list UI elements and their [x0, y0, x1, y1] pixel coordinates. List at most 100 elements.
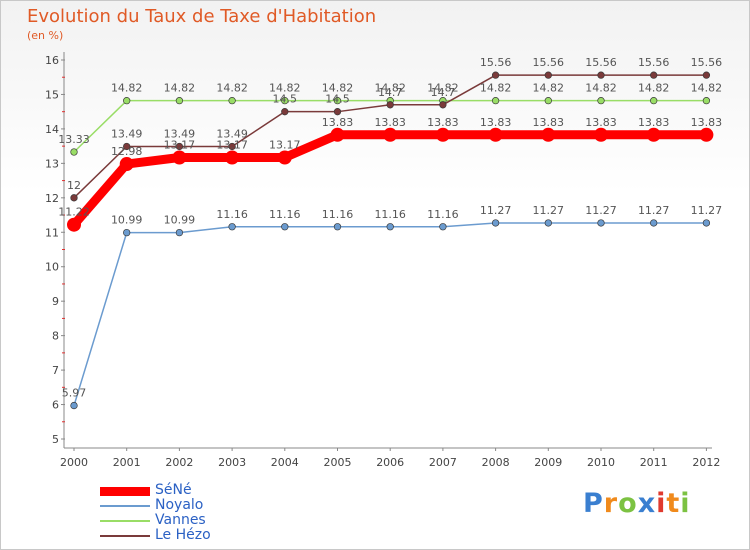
legend-item: Le Hézo [100, 527, 300, 544]
data-point [699, 127, 714, 142]
data-label: 14.5 [273, 93, 298, 106]
data-label: 11.16 [427, 208, 459, 221]
data-label: 11.22 [58, 206, 90, 219]
legend-item: Vannes [100, 512, 300, 529]
legend: SéNé Noyalo Vannes Le Hézo [100, 482, 300, 544]
data-label: 14.82 [480, 82, 512, 95]
data-label: 13.83 [638, 116, 670, 129]
data-label: 14.82 [269, 82, 301, 95]
y-tick-label: 7 [52, 364, 59, 377]
legend-swatch [100, 505, 150, 507]
data-point [702, 97, 711, 105]
data-label: 14.82 [111, 82, 143, 95]
legend-swatch [100, 520, 150, 522]
data-label: 11.27 [480, 204, 512, 217]
data-label: 14.82 [533, 82, 565, 95]
x-tick-label: 2010 [587, 456, 615, 469]
data-label: 15.56 [638, 56, 670, 69]
data-point [330, 127, 345, 142]
x-tick-label: 2005 [324, 456, 352, 469]
data-point [228, 97, 236, 105]
y-tick-label: 16 [45, 54, 59, 67]
y-axis-unit-label: (en %) [27, 29, 64, 42]
logo-letter: P [583, 488, 604, 519]
data-label: 11.16 [216, 208, 248, 221]
data-point [333, 223, 342, 231]
data-label: 15.56 [480, 56, 512, 69]
data-point [228, 223, 236, 231]
data-point [439, 223, 447, 231]
data-label: 13.33 [58, 133, 90, 146]
data-point [702, 219, 711, 227]
series-line-Noyalo [73, 222, 708, 407]
data-point [491, 219, 500, 227]
x-tick-label: 2002 [165, 456, 193, 469]
data-point [541, 127, 556, 142]
y-tick-label: 12 [45, 192, 59, 205]
data-point [386, 223, 394, 231]
y-tick-label: 14 [45, 123, 59, 136]
data-point [597, 71, 605, 79]
data-point [333, 97, 342, 105]
data-label: 13.83 [691, 116, 723, 129]
data-point [646, 127, 661, 142]
data-label: 11.27 [585, 204, 617, 217]
data-point [597, 219, 605, 227]
y-tick-label: 15 [45, 88, 59, 101]
x-tick-label: 2008 [482, 456, 510, 469]
x-tick-label: 2003 [218, 456, 246, 469]
data-label: 11.27 [533, 204, 565, 217]
data-label: 14.82 [585, 82, 617, 95]
data-label: 13.83 [480, 116, 512, 129]
data-point [650, 97, 658, 105]
data-point [544, 97, 552, 105]
data-label: 14.82 [427, 82, 459, 95]
data-label: 10.99 [164, 214, 196, 227]
y-tick-label: 11 [45, 226, 59, 239]
data-label: 5.97 [62, 387, 87, 400]
data-label: 14.82 [164, 82, 196, 95]
data-label: 13.83 [585, 116, 617, 129]
data-point [597, 97, 605, 105]
data-label: 13.49 [216, 127, 248, 140]
y-tick-label: 6 [52, 399, 59, 412]
data-point [435, 127, 450, 142]
data-point [281, 223, 289, 231]
data-point [281, 97, 289, 105]
x-tick-label: 2007 [429, 456, 457, 469]
data-point [277, 150, 292, 165]
x-tick-label: 2004 [271, 456, 299, 469]
data-point [119, 157, 134, 172]
data-label: 15.56 [585, 56, 617, 69]
legend-label: SéNé [155, 482, 192, 498]
data-label: 15.56 [691, 56, 723, 69]
data-label: 13.49 [164, 127, 196, 140]
data-label: 13.83 [427, 116, 459, 129]
data-point [383, 127, 398, 142]
data-label: 14.82 [638, 82, 670, 95]
data-point [172, 150, 187, 165]
logo-letter: i [680, 488, 691, 519]
data-point [175, 97, 184, 105]
y-tick-label: 5 [52, 433, 59, 446]
data-point [544, 219, 552, 227]
proxiti-logo: Proxiti [583, 488, 691, 519]
data-point [488, 127, 503, 142]
legend-item: SéNé [100, 482, 300, 499]
x-tick-label: 2012 [692, 456, 720, 469]
data-label: 14.5 [325, 93, 350, 106]
logo-letter: r [603, 488, 619, 519]
legend-swatch [100, 486, 150, 496]
data-point [123, 142, 131, 151]
data-point [491, 97, 500, 105]
data-label: 14.82 [322, 82, 354, 95]
y-tick-label: 13 [45, 157, 59, 170]
data-label: 14.82 [374, 82, 406, 95]
data-label: 11.16 [269, 208, 301, 221]
data-point [70, 148, 78, 156]
data-label: 11.27 [638, 204, 670, 217]
legend-label: Le Hézo [155, 527, 211, 543]
logo-letter: t [666, 488, 681, 519]
